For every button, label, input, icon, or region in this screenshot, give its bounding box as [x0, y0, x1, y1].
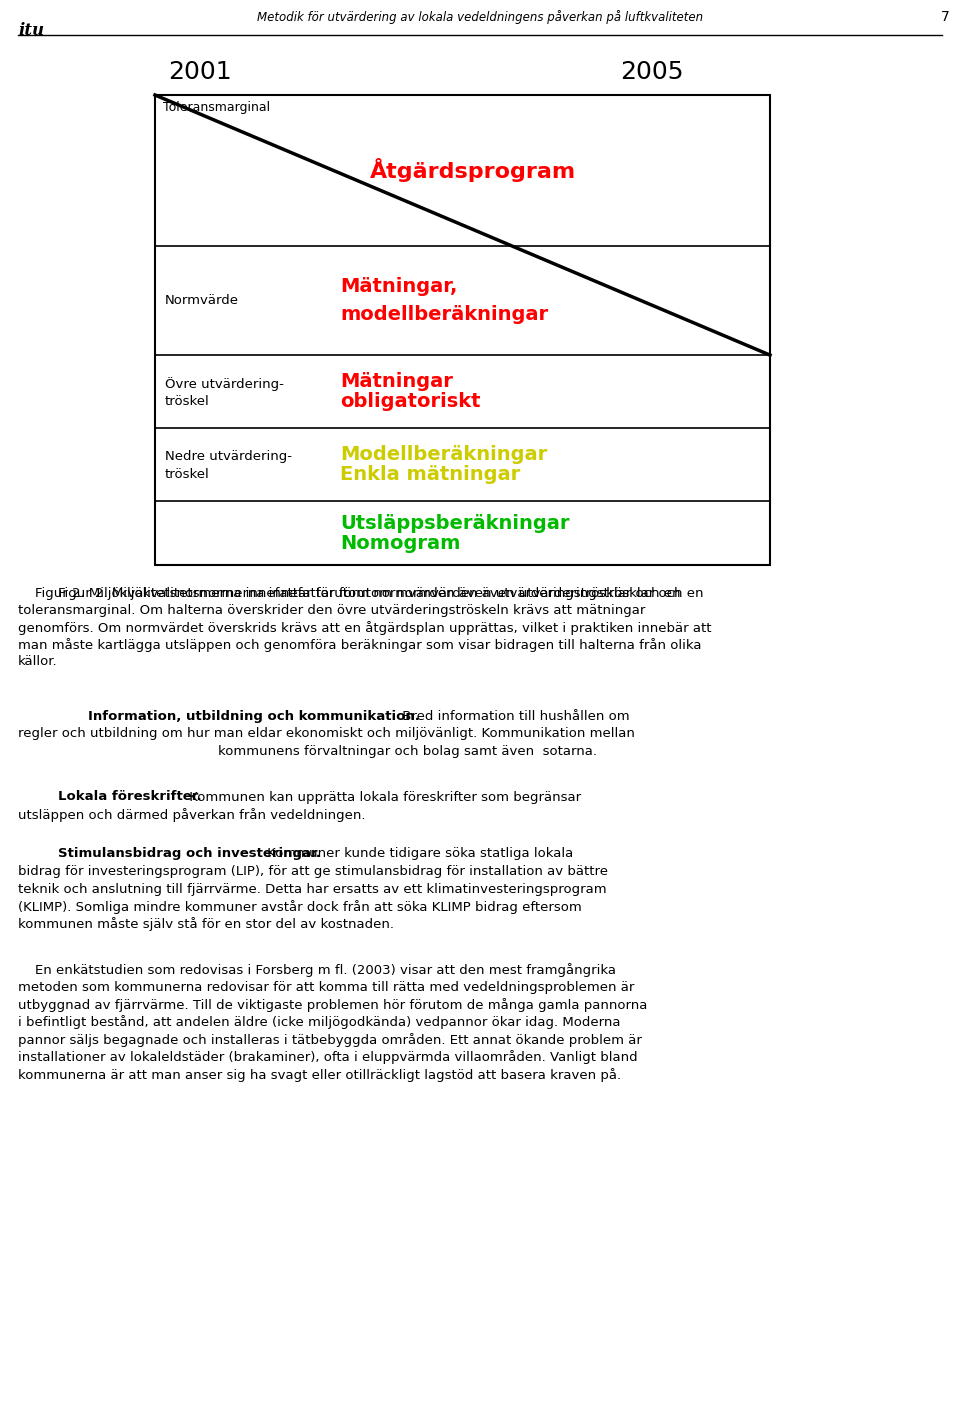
Text: teknik och anslutning till fjärrvärme. Detta har ersatts av ett klimatinvesterin: teknik och anslutning till fjärrvärme. D…	[18, 882, 607, 896]
Text: 2001: 2001	[168, 60, 231, 84]
Text: Övre utvärdering-: Övre utvärdering-	[165, 377, 284, 391]
Text: tröskel: tröskel	[165, 395, 209, 408]
Text: utbyggnad av fjärrvärme. Till de viktigaste problemen hör förutom de många gamla: utbyggnad av fjärrvärme. Till de viktiga…	[18, 998, 647, 1012]
Text: utsläppen och därmed påverkan från vedeldningen.: utsläppen och därmed påverkan från vedel…	[18, 808, 366, 822]
Text: kommunens förvaltningar och bolag samt även  sotarna.: kommunens förvaltningar och bolag samt ä…	[218, 744, 597, 758]
Text: Figur 2. Miljökvalitetsnormerna innefattar förutom normvärden även utvärderingst: Figur 2. Miljökvalitetsnormerna innefatt…	[58, 587, 704, 600]
Text: Utsläppsberäkningar: Utsläppsberäkningar	[340, 513, 569, 533]
Text: Nomogram: Nomogram	[340, 534, 461, 552]
Text: kommunen måste själv stå för en stor del av kostnaden.: kommunen måste själv stå för en stor del…	[18, 917, 394, 931]
Text: Normvärde: Normvärde	[165, 294, 239, 307]
Text: bidrag för investeringsprogram (LIP), för att ge stimulansbidrag för installatio: bidrag för investeringsprogram (LIP), fö…	[18, 865, 608, 878]
Text: Enkla mätningar: Enkla mätningar	[340, 465, 520, 484]
Text: 7: 7	[941, 10, 950, 24]
Text: Toleransmarginal: Toleransmarginal	[163, 101, 270, 114]
Text: i befintligt bestånd, att andelen äldre (icke miljögodkända) vedpannor ökar idag: i befintligt bestånd, att andelen äldre …	[18, 1015, 620, 1029]
Text: toleransmarginal. Om halterna överskrider den övre utvärderingströskeln krävs at: toleransmarginal. Om halterna överskride…	[18, 604, 645, 617]
Bar	[155, 95, 770, 565]
Text: (KLIMP). Somliga mindre kommuner avstår dock från att söka KLIMP bidrag eftersom: (KLIMP). Somliga mindre kommuner avstår …	[18, 900, 582, 914]
Text: regler och utbildning om hur man eldar ekonomiskt och miljövänligt. Kommunikatio: regler och utbildning om hur man eldar e…	[18, 728, 635, 740]
Text: Kommuner kunde tidigare söka statliga lokala: Kommuner kunde tidigare söka statliga lo…	[263, 847, 573, 861]
Text: modellberäkningar: modellberäkningar	[340, 304, 548, 324]
Text: tröskel: tröskel	[165, 468, 209, 481]
Text: kommunerna är att man anser sig ha svagt eller otillräckligt lagstöd att basera : kommunerna är att man anser sig ha svagt…	[18, 1068, 621, 1082]
Text: En enkätstudien som redovisas i Forsberg m fl. (2003) visar att den mest framgån: En enkätstudien som redovisas i Forsberg…	[18, 963, 616, 977]
Text: Figur 2. Miljökvalitetsnormerna innefattar förutom normvärden även utvärderingst: Figur 2. Miljökvalitetsnormerna innefatt…	[18, 587, 681, 600]
Text: Kommunen kan upprätta lokala föreskrifter som begränsar: Kommunen kan upprätta lokala föreskrifte…	[185, 791, 581, 803]
Text: Modellberäkningar: Modellberäkningar	[340, 444, 547, 464]
Text: metoden som kommunerna redovisar för att komma till rätta med vedeldningsproblem: metoden som kommunerna redovisar för att…	[18, 980, 635, 994]
Text: Mätningar,: Mätningar,	[340, 276, 457, 296]
Text: Lokala föreskrifter.: Lokala föreskrifter.	[58, 791, 202, 803]
Text: installationer av lokaleldstäder (brakaminer), ofta i eluppvärmda villaområden. : installationer av lokaleldstäder (brakam…	[18, 1050, 637, 1064]
Text: Åtgärdsprogram: Åtgärdsprogram	[370, 158, 576, 182]
Text: genomförs. Om normvärdet överskrids krävs att en åtgärdsplan upprättas, vilket i: genomförs. Om normvärdet överskrids kräv…	[18, 621, 711, 635]
Text: obligatoriskt: obligatoriskt	[340, 393, 481, 411]
Text: Bred information till hushållen om: Bred information till hushållen om	[398, 709, 630, 723]
Text: Information, utbildning och kommunikation.: Information, utbildning och kommunikatio…	[88, 709, 420, 723]
Text: källor.: källor.	[18, 655, 58, 667]
Text: itu: itu	[18, 22, 44, 39]
Text: man måste kartlägga utsläppen och genomföra beräkningar som visar bidragen till : man måste kartlägga utsläppen och genomf…	[18, 638, 702, 652]
Text: Mätningar: Mätningar	[340, 372, 453, 391]
Text: Metodik för utvärdering av lokala vedeldningens påverkan på luftkvaliteten: Metodik för utvärdering av lokala vedeld…	[257, 10, 703, 24]
Text: Stimulansbidrag och investeringar.: Stimulansbidrag och investeringar.	[58, 847, 321, 861]
Text: Nedre utvärdering-: Nedre utvärdering-	[165, 450, 292, 463]
Text: 2005: 2005	[620, 60, 684, 84]
Text: pannor säljs begagnade och installeras i tätbebyggda områden. Ett annat ökande p: pannor säljs begagnade och installeras i…	[18, 1033, 642, 1047]
